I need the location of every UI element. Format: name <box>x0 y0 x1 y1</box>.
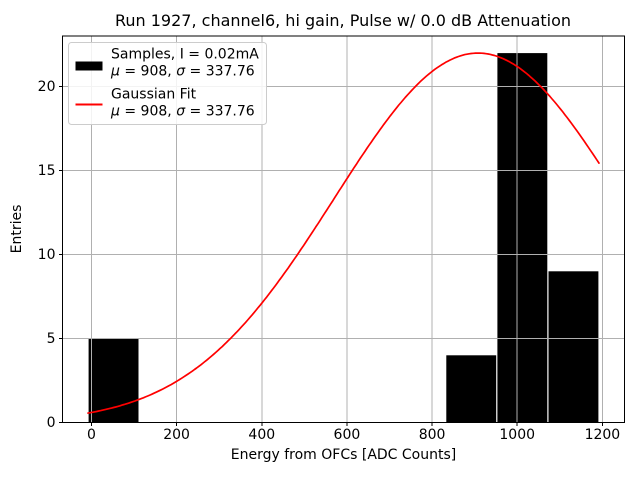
legend-label-line: Samples, I = 0.02mA <box>111 47 259 63</box>
histogram-bar <box>497 53 548 423</box>
y-tick-label: 10 <box>38 247 56 263</box>
axes-frame <box>62 35 625 423</box>
y-tick-label: 20 <box>38 79 56 95</box>
histogram-bar <box>446 355 497 423</box>
grid <box>62 35 625 423</box>
histogram-bar <box>88 338 139 423</box>
gaussian-curve <box>87 52 600 414</box>
legend-label-line: Gaussian Fit <box>111 87 197 103</box>
y-tick-label: 15 <box>38 163 56 179</box>
legend-label-line: μ = 908, σ = 337.76 <box>110 104 255 120</box>
histogram-bar <box>548 271 599 423</box>
axis-ticks: 0 200 400 600 800 1000 1200 0 5 10 15 20 <box>38 79 621 443</box>
x-tick-label: 200 <box>163 427 190 443</box>
x-axis-label: Energy from OFCs [ADC Counts] <box>231 447 456 463</box>
x-tick-label: 1200 <box>585 427 621 443</box>
histogram-bars <box>88 53 599 423</box>
y-tick-label: 0 <box>47 415 56 431</box>
legend-label-line: μ = 908, σ = 337.76 <box>110 64 255 80</box>
x-tick-label: 1000 <box>499 427 535 443</box>
x-tick-label: 400 <box>248 427 275 443</box>
y-axis-label: Entries <box>9 205 25 254</box>
x-tick-label: 800 <box>419 427 446 443</box>
x-tick-label: 600 <box>334 427 361 443</box>
x-tick-label: 0 <box>87 427 96 443</box>
plot-title: Run 1927, channel6, hi gain, Pulse w/ 0.… <box>115 11 571 30</box>
axes: 0 200 400 600 800 1000 1200 0 5 10 15 20 Samples, I … <box>38 35 625 443</box>
legend-frame <box>68 42 267 125</box>
legend-swatch-samples <box>75 61 103 71</box>
y-tick-label: 5 <box>47 331 56 347</box>
